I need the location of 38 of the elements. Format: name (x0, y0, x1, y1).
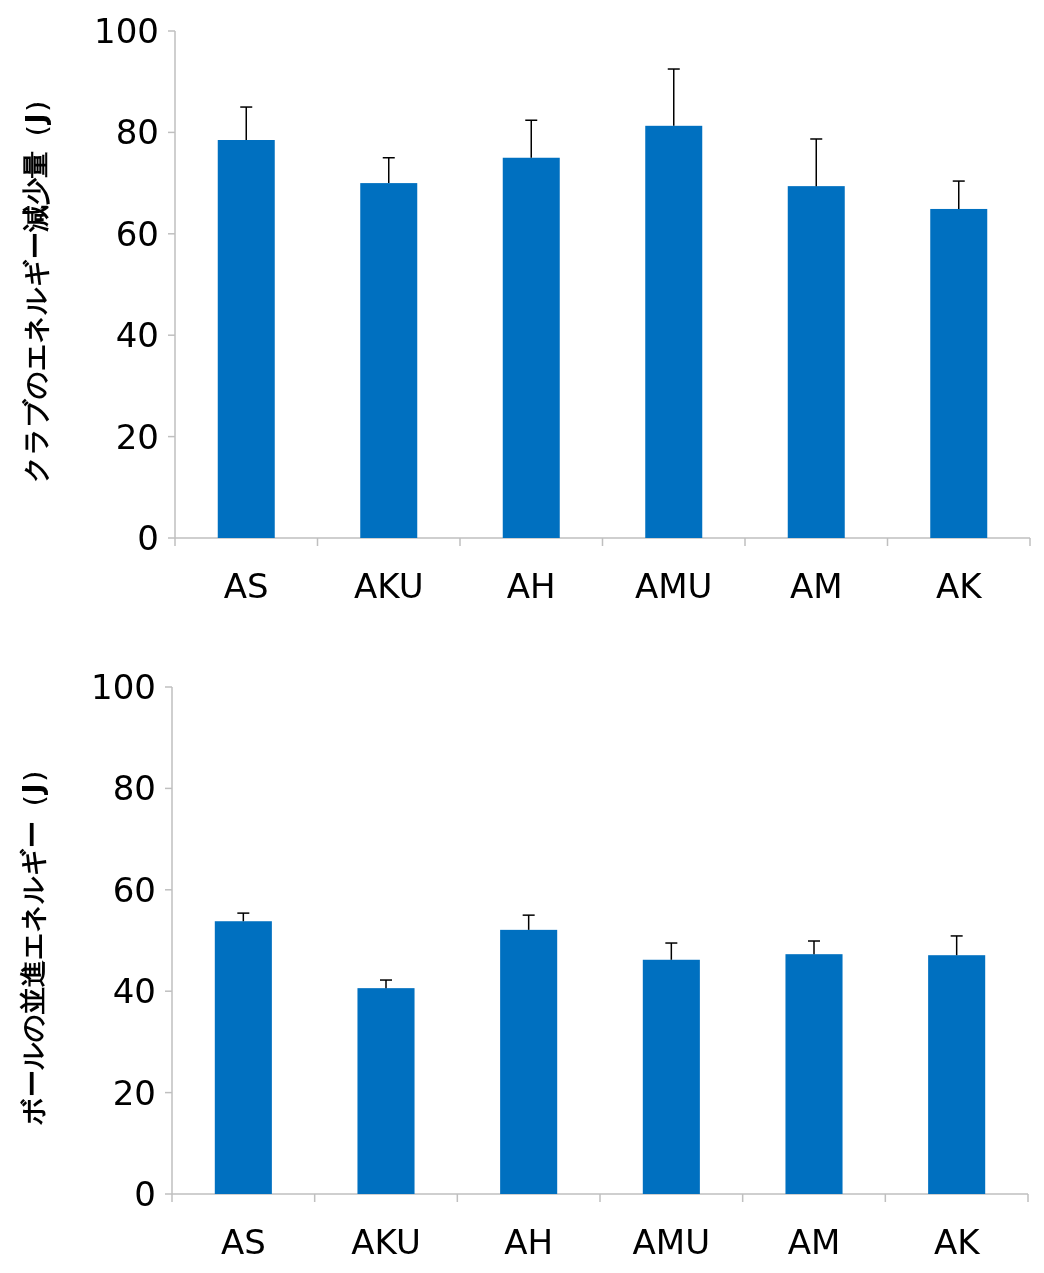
y-tick-label: 60 (112, 869, 156, 910)
y-axis-title: ボールの並進エネルギー（J） (16, 756, 48, 1126)
y-tick-label: 20 (115, 416, 159, 457)
x-tick-label: AH (506, 566, 556, 606)
y-tick-label: 0 (134, 1174, 156, 1214)
x-tick-label: AK (935, 566, 984, 606)
bar (928, 955, 986, 1194)
bar (787, 186, 845, 538)
y-axis-title: クラブのエネルギー減少量（J） (19, 86, 51, 483)
bar (785, 954, 843, 1194)
x-tick-label: AM (789, 566, 843, 606)
x-tick-label: AM (787, 1222, 841, 1262)
y-tick-label: 20 (112, 1072, 156, 1113)
y-tick-label: 80 (112, 768, 156, 809)
x-tick-label: AKU (353, 566, 424, 606)
x-tick-label: AMU (632, 1222, 711, 1262)
bar (357, 988, 415, 1194)
y-tick-label: 100 (94, 11, 159, 51)
bar (645, 125, 703, 538)
bar (642, 959, 700, 1194)
bar (930, 208, 988, 538)
x-tick-label: AKU (351, 1222, 421, 1262)
y-tick-label: 40 (112, 971, 156, 1012)
x-tick-label: AMU (635, 566, 713, 606)
bar (500, 929, 558, 1194)
x-tick-label: AS (220, 1222, 266, 1262)
bar (502, 157, 560, 538)
bar (360, 183, 418, 538)
x-tick-label: AH (504, 1222, 554, 1262)
bar (214, 921, 272, 1194)
bar (217, 140, 275, 538)
y-tick-label: 80 (115, 112, 159, 153)
x-tick-label: AK (933, 1222, 982, 1262)
x-tick-label: AS (223, 566, 269, 606)
y-tick-label: 40 (115, 315, 159, 356)
y-tick-label: 60 (115, 213, 159, 254)
y-tick-label: 0 (137, 518, 159, 558)
y-tick-label: 100 (91, 667, 156, 707)
